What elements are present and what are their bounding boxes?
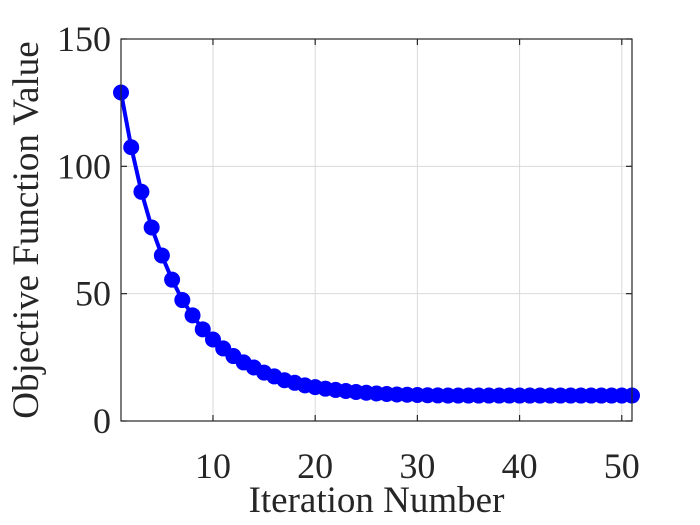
plot-frame [120, 38, 633, 422]
x-tick-label: 10 [195, 446, 231, 486]
data-point [194, 321, 211, 338]
x-tick-label: 20 [297, 446, 333, 486]
data-point [133, 183, 150, 200]
x-axis-label: Iteration Number [249, 480, 505, 521]
x-tick-label: 30 [399, 446, 435, 486]
y-tick-label: 50 [75, 274, 111, 314]
x-tick-label: 40 [502, 446, 538, 486]
y-tick-label: 100 [57, 146, 111, 186]
data-point [153, 247, 170, 264]
y-tick-label: 150 [57, 19, 111, 59]
axis-ticks: 10 20 30 40 50 0 50 100 150 [57, 19, 640, 486]
data-point [174, 292, 191, 309]
data-point [184, 307, 201, 324]
data-point [123, 139, 140, 156]
data-point [143, 219, 160, 236]
data-point [164, 271, 181, 288]
data-series [113, 84, 640, 404]
x-tick-label: 50 [604, 446, 640, 486]
y-tick-label: 0 [93, 401, 111, 441]
y-axis-label: Objective Function Value [6, 41, 47, 418]
